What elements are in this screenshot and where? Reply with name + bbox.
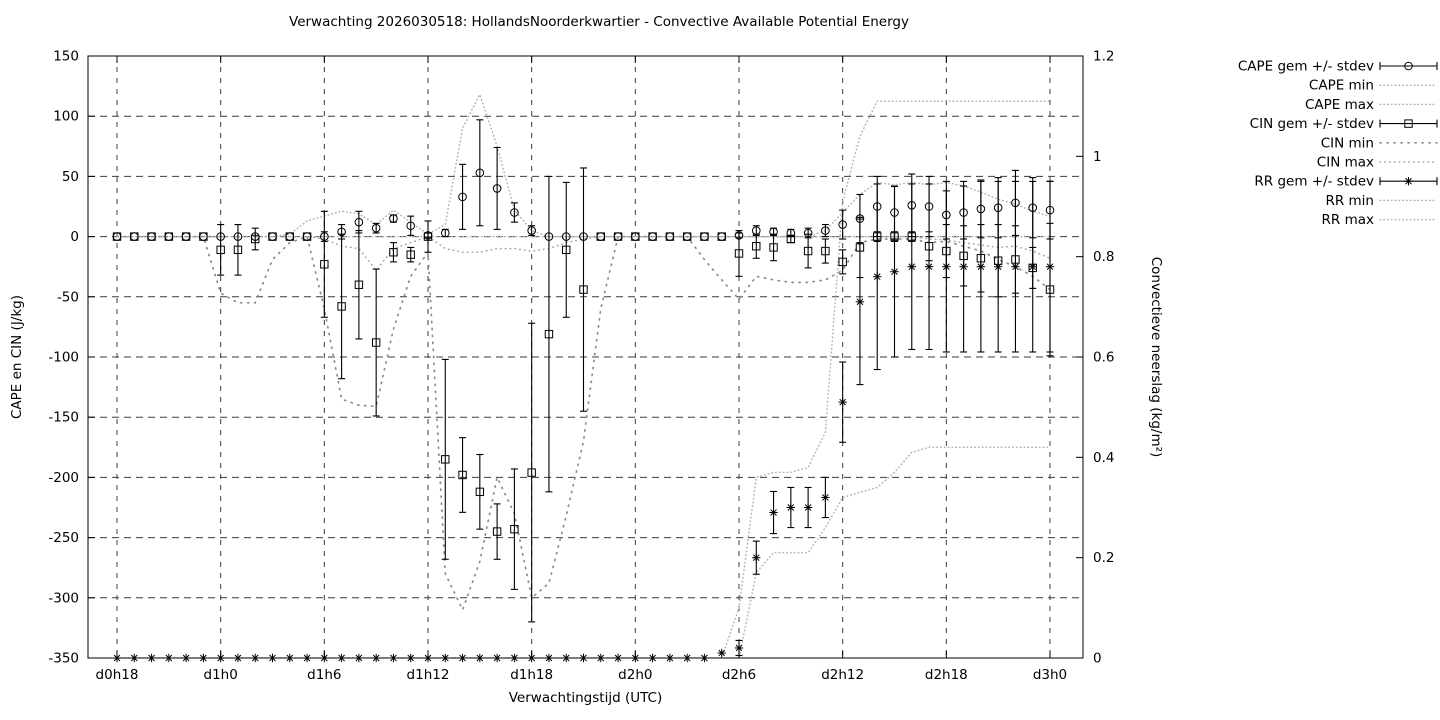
svg-text:0: 0 [70, 229, 79, 245]
svg-text:d0h18: d0h18 [96, 667, 139, 683]
svg-text:CAPE gem +/- stdev: CAPE gem +/- stdev [1238, 59, 1374, 75]
svg-text:0.6: 0.6 [1093, 350, 1114, 366]
svg-text:1: 1 [1093, 149, 1102, 165]
legend-entry-rr-gem-stdev: RR gem +/- stdev [1254, 174, 1438, 190]
svg-text:-350: -350 [48, 651, 79, 667]
svg-text:d1h18: d1h18 [510, 667, 553, 683]
cin-mean-errorbars [112, 167, 1055, 623]
svg-text:150: 150 [53, 49, 79, 65]
svg-text:CIN min: CIN min [1321, 135, 1374, 151]
svg-text:-50: -50 [57, 289, 79, 305]
y-axis-label-left: CAPE en CIN (J/kg) [9, 294, 25, 420]
legend-entry-cin-min: CIN min [1321, 135, 1438, 151]
svg-text:RR min: RR min [1325, 193, 1374, 209]
svg-text:-250: -250 [48, 530, 79, 546]
legend: CAPE gem +/- stdev CAPE min CAPE max CIN ge… [1238, 59, 1438, 228]
legend-entry-rr-min: RR min [1325, 193, 1438, 209]
svg-text:CAPE max: CAPE max [1305, 97, 1374, 113]
y-axis-label-right: Convectieve neerslag (kg/m²) [1148, 256, 1164, 458]
svg-text:-300: -300 [48, 590, 79, 606]
svg-text:-150: -150 [48, 410, 79, 426]
svg-text:d2h6: d2h6 [722, 667, 756, 683]
svg-text:0.8: 0.8 [1093, 249, 1114, 265]
svg-text:-200: -200 [48, 470, 79, 486]
svg-text:0: 0 [1093, 651, 1102, 667]
grid [88, 56, 1083, 658]
svg-text:0.4: 0.4 [1093, 450, 1114, 466]
legend-entry-cape-min: CAPE min [1309, 78, 1438, 94]
svg-text:RR max: RR max [1322, 212, 1374, 228]
x-axis-label: Verwachtingstijd (UTC) [508, 690, 663, 706]
axes: 150 100 50 0 -50 -100 -150 -200 -250 -300 -350 1.2 1… [48, 49, 1114, 684]
svg-text:d2h18: d2h18 [925, 667, 968, 683]
svg-text:d1h12: d1h12 [407, 667, 450, 683]
legend-entry-cin-gem-stdev: CIN gem +/- stdev [1250, 116, 1438, 132]
legend-entry-cape-max: CAPE max [1305, 97, 1438, 113]
svg-text:50: 50 [62, 169, 79, 185]
rr-min-curve [116, 446, 1051, 658]
svg-text:d2h0: d2h0 [618, 667, 652, 683]
svg-text:CAPE min: CAPE min [1309, 78, 1374, 94]
legend-entry-cape-gem-stdev: CAPE gem +/- stdev [1238, 59, 1438, 75]
svg-text:CIN gem +/- stdev: CIN gem +/- stdev [1250, 116, 1374, 132]
svg-text:100: 100 [53, 109, 79, 125]
svg-text:0.2: 0.2 [1093, 550, 1114, 566]
svg-text:CIN max: CIN max [1317, 155, 1374, 171]
svg-text:d1h6: d1h6 [307, 667, 341, 683]
svg-text:-100: -100 [48, 350, 79, 366]
svg-text:RR gem +/- stdev: RR gem +/- stdev [1254, 174, 1374, 190]
chart-title: Verwachting 2026030518: HollandsNoorderk… [289, 14, 909, 30]
legend-entry-rr-max: RR max [1322, 212, 1438, 228]
svg-text:d2h12: d2h12 [821, 667, 864, 683]
legend-entry-cin-max: CIN max [1317, 155, 1438, 171]
svg-text:d3h0: d3h0 [1033, 667, 1067, 683]
svg-text:1.2: 1.2 [1093, 49, 1114, 65]
svg-text:d1h0: d1h0 [204, 667, 238, 683]
